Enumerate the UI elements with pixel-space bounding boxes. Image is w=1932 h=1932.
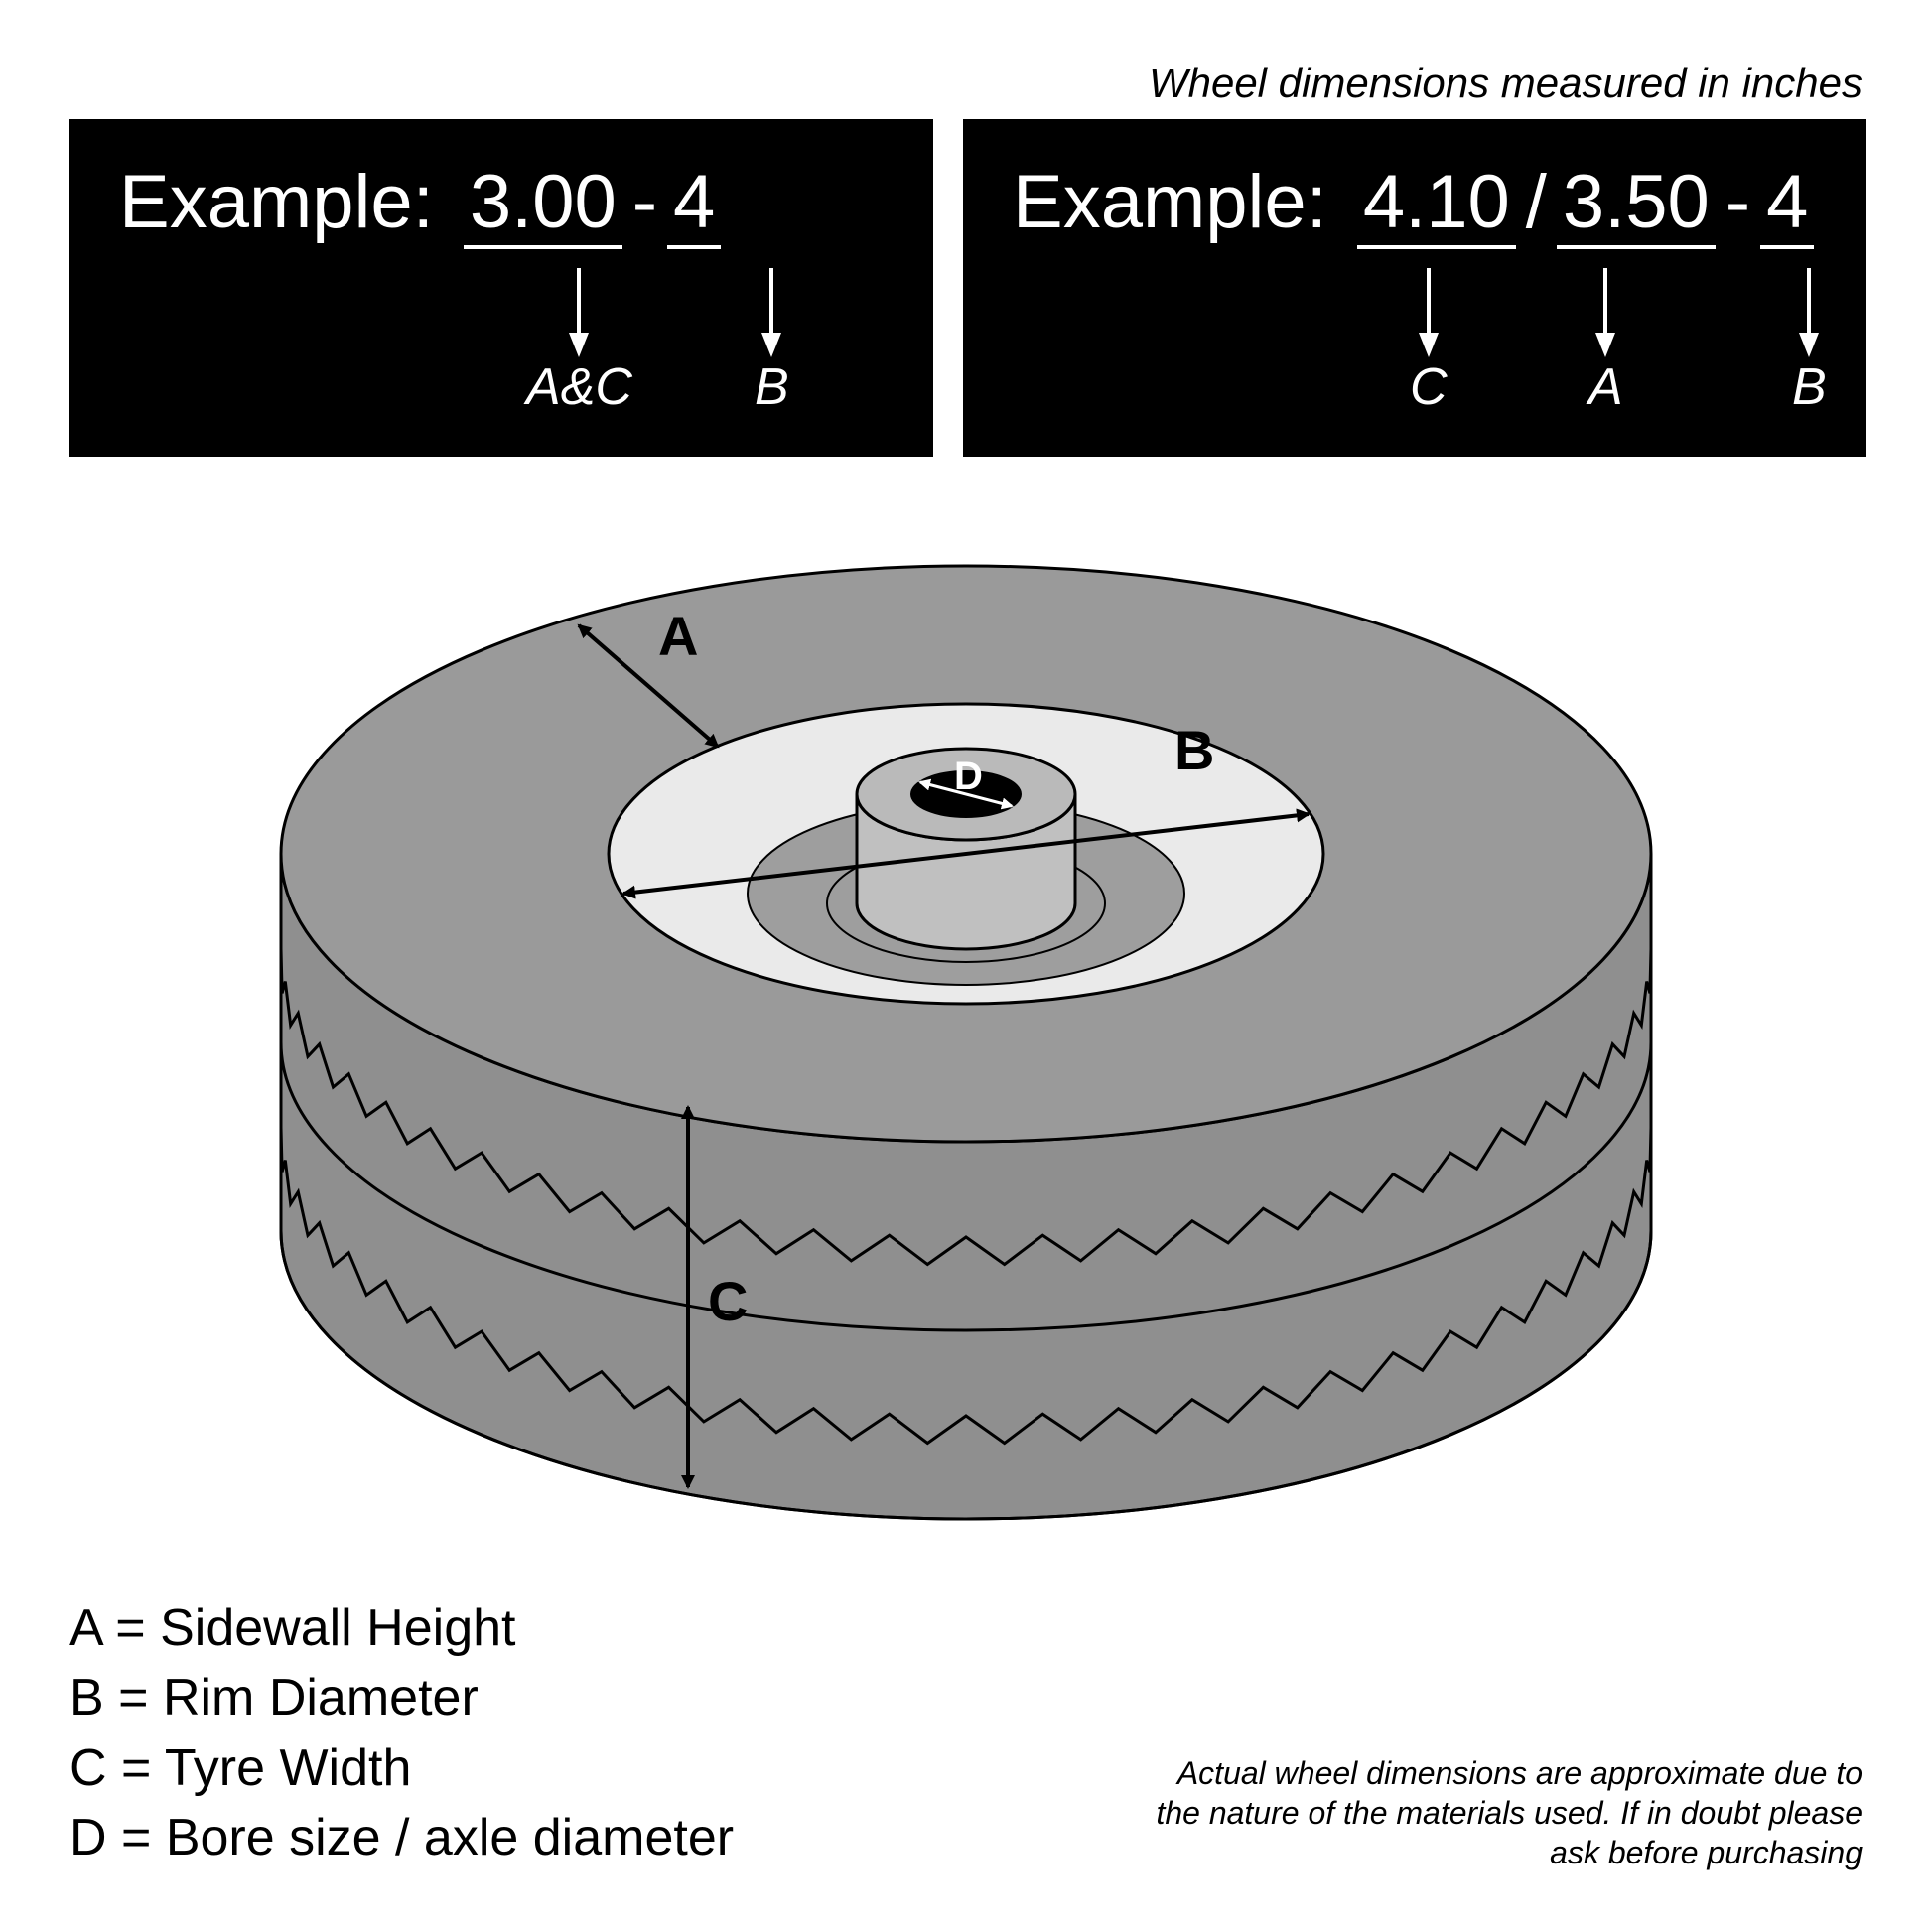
example1-ptr2-label: B [755, 357, 789, 417]
example2-ptr2-label: A [1588, 357, 1623, 417]
disclaimer: Actual wheel dimensions are approximate … [1148, 1753, 1863, 1872]
example1-num2: 4 [667, 159, 721, 249]
arrow-down-icon [1590, 268, 1620, 357]
legend: A = Sidewall Height B = Rim Diameter C =… [69, 1593, 734, 1872]
example2-label: Example: [1013, 159, 1327, 245]
example2-ptr3-label: B [1792, 357, 1827, 417]
example1-label: Example: [119, 159, 434, 245]
example2-sep1: / [1516, 159, 1557, 245]
dim-b-letter: B [1174, 719, 1214, 781]
example1-pointer-b: B [755, 268, 789, 417]
legend-c: C = Tyre Width [69, 1733, 734, 1803]
example1-sep1: - [622, 159, 667, 245]
example1-ptr1-label: A&C [526, 357, 632, 417]
example2-sep2: - [1716, 159, 1760, 245]
example1-row: Example: 3.00 - 4 [119, 159, 884, 249]
example2-num2: 3.50 [1557, 159, 1716, 249]
example1-pointer-ac: A&C [526, 268, 632, 417]
wheel-svg: A B C D [221, 536, 1711, 1628]
legend-d: D = Bore size / axle diameter [69, 1803, 734, 1872]
example2-row: Example: 4.10 / 3.50 - 4 [1013, 159, 1817, 249]
legend-b: B = Rim Diameter [69, 1663, 734, 1732]
example2-pointer-c: C [1410, 268, 1448, 417]
arrow-down-icon [564, 268, 594, 357]
example-box-2: Example: 4.10 / 3.50 - 4 C A B [963, 119, 1866, 457]
dim-d-letter: D [954, 755, 983, 798]
legend-a: A = Sidewall Height [69, 1593, 734, 1663]
example2-ptr1-label: C [1410, 357, 1448, 417]
example2-num1: 4.10 [1357, 159, 1516, 249]
arrow-down-icon [1414, 268, 1444, 357]
wheel-diagram: A B C D [221, 536, 1711, 1628]
example2-pointer-b: B [1792, 268, 1827, 417]
example2-num3: 4 [1760, 159, 1814, 249]
arrow-down-icon [1794, 268, 1824, 357]
example2-pointer-a: A [1588, 268, 1623, 417]
dim-a-letter: A [658, 605, 698, 667]
header-note: Wheel dimensions measured in inches [1149, 60, 1863, 107]
arrow-down-icon [757, 268, 786, 357]
example1-num1: 3.00 [464, 159, 622, 249]
example-box-1: Example: 3.00 - 4 A&C B [69, 119, 933, 457]
dim-c-letter: C [708, 1270, 748, 1332]
